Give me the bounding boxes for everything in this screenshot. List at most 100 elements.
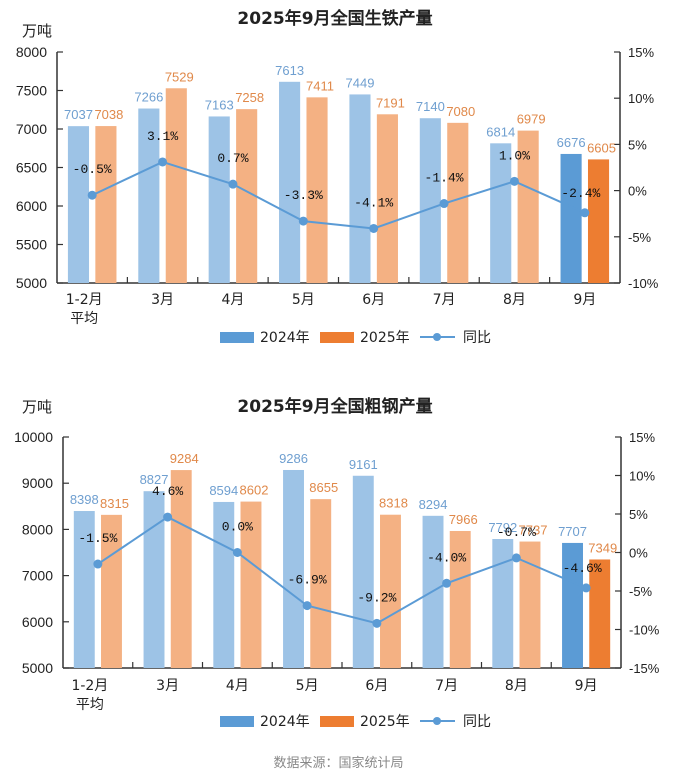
legend: 2024年 2025年 同比 xyxy=(220,714,491,730)
legend-swatch-2025 xyxy=(320,716,354,727)
data-label-2024: 7140 xyxy=(416,99,445,114)
yoy-label: 0.0% xyxy=(222,520,253,535)
x-tick-label: 1-2月 xyxy=(71,678,108,694)
bar-2024 xyxy=(419,118,441,283)
data-label-2025: 7038 xyxy=(94,107,123,122)
y-tick-label: 6000 xyxy=(16,198,47,214)
yoy-point xyxy=(369,223,379,233)
data-label-2024: 7449 xyxy=(346,75,375,90)
bar-2024 xyxy=(492,539,514,668)
bar-2024 xyxy=(349,94,371,283)
bar-2025 xyxy=(170,470,192,668)
y2-tick-label: -10% xyxy=(628,276,659,291)
chart-2: 2025年9月全国粗钢产量 万吨 5000 6000 7000 8000 9000 10000… xyxy=(14,396,660,730)
legend-swatch-2024 xyxy=(220,332,254,343)
data-label-2025: 6979 xyxy=(517,112,546,127)
yoy-label: 4.6% xyxy=(152,484,183,499)
y2-tick-label: 0% xyxy=(628,184,647,199)
bar-2024 xyxy=(560,153,582,283)
bar-2025 xyxy=(380,514,401,668)
yoy-point xyxy=(93,559,103,569)
data-label-2025: 7080 xyxy=(446,104,475,119)
data-label-2024: 9161 xyxy=(349,457,378,472)
data-label-2024: 7037 xyxy=(64,107,93,122)
data-label-2025: 8315 xyxy=(100,496,129,511)
bar-2024 xyxy=(562,542,583,668)
data-label-2024: 7792 xyxy=(488,520,517,535)
x-tick-label: 平均 xyxy=(76,697,104,713)
yoy-label: -6.9% xyxy=(288,573,327,588)
data-label-2024: 6814 xyxy=(486,124,515,139)
chart-title: 2025年9月全国生铁产量 xyxy=(237,8,432,29)
data-label-2024: 7266 xyxy=(134,90,163,105)
yoy-line xyxy=(97,515,587,625)
bar-2024 xyxy=(279,81,301,283)
yoy-label: -3.3% xyxy=(284,188,323,203)
bar-2024 xyxy=(490,143,512,283)
legend-label-2025: 2025年 xyxy=(360,330,410,346)
data-label-2024: 8398 xyxy=(70,492,99,507)
x-tick-label: 4月 xyxy=(226,678,249,694)
yoy-label: -1.5% xyxy=(78,531,117,546)
data-label-2024: 8594 xyxy=(209,483,238,498)
yoy-point xyxy=(228,179,238,189)
data-label-2025: 8655 xyxy=(309,480,338,495)
bar-2024 xyxy=(138,108,160,283)
bar-2024 xyxy=(283,469,304,668)
bar-2024 xyxy=(352,475,374,668)
y2-tick-label: 10% xyxy=(628,91,654,106)
yoy-label: -2.4% xyxy=(561,186,600,201)
legend-label-2024: 2024年 xyxy=(260,330,310,346)
y-axis-unit: 万吨 xyxy=(22,398,52,416)
bar-2025 xyxy=(447,122,469,283)
yoy-point xyxy=(163,512,173,522)
yoy-point xyxy=(439,199,449,209)
yoy-point xyxy=(302,601,312,611)
data-label-2025: 7966 xyxy=(449,512,478,527)
data-label-2024: 8827 xyxy=(140,472,169,487)
x-tick-label: 3月 xyxy=(151,292,174,308)
y2-tick-label: 5% xyxy=(629,507,648,522)
x-tick-label: 6月 xyxy=(362,292,385,308)
bar-2025 xyxy=(236,109,258,283)
y-tick-label: 8000 xyxy=(16,44,47,60)
x-tick-label: 5月 xyxy=(292,292,315,308)
data-label-2024: 8294 xyxy=(419,497,448,512)
y2-tick-label: -5% xyxy=(628,230,652,245)
chart-title: 2025年9月全国粗钢产量 xyxy=(237,396,432,417)
y-tick-label: 6500 xyxy=(16,160,47,176)
bar-2025 xyxy=(449,530,471,668)
y-tick-label: 6000 xyxy=(22,614,53,630)
legend-marker-yoy xyxy=(433,333,441,341)
legend-swatch-2024 xyxy=(220,716,254,727)
data-label-2024: 9286 xyxy=(279,451,308,466)
bar-2024 xyxy=(143,491,165,668)
y2-tick-label: 0% xyxy=(629,546,648,561)
y2-tick-label: 15% xyxy=(628,45,654,60)
y-tick-label: 7000 xyxy=(16,121,47,137)
x-tick-label: 3月 xyxy=(156,678,179,694)
data-label-2025: 7529 xyxy=(165,69,194,84)
legend-label-2024: 2024年 xyxy=(260,714,310,730)
yoy-label: -4.6% xyxy=(563,561,602,576)
yoy-label: -0.5% xyxy=(73,162,112,177)
yoy-point xyxy=(581,583,591,593)
x-tick-label: 7月 xyxy=(433,292,456,308)
data-label-2025: 7737 xyxy=(519,523,548,538)
yoy-label: -0.7% xyxy=(497,525,536,540)
y-tick-label: 9000 xyxy=(22,475,53,491)
yoy-point xyxy=(509,176,519,186)
yoy-point xyxy=(298,216,308,226)
y-tick-label: 5000 xyxy=(22,660,53,676)
legend-marker-yoy xyxy=(433,717,441,725)
y2-tick-label: 10% xyxy=(629,469,655,484)
data-source-note: 数据来源：国家统计局 xyxy=(273,756,404,771)
y-axis-unit: 万吨 xyxy=(22,22,52,40)
data-label-2024: 6676 xyxy=(557,135,586,150)
data-label-2025: 8602 xyxy=(240,483,269,498)
data-label-2025: 7411 xyxy=(306,78,334,93)
y-tick-label: 7500 xyxy=(16,83,47,99)
bar-2025 xyxy=(517,130,539,283)
data-label-2025: 9284 xyxy=(170,451,199,466)
